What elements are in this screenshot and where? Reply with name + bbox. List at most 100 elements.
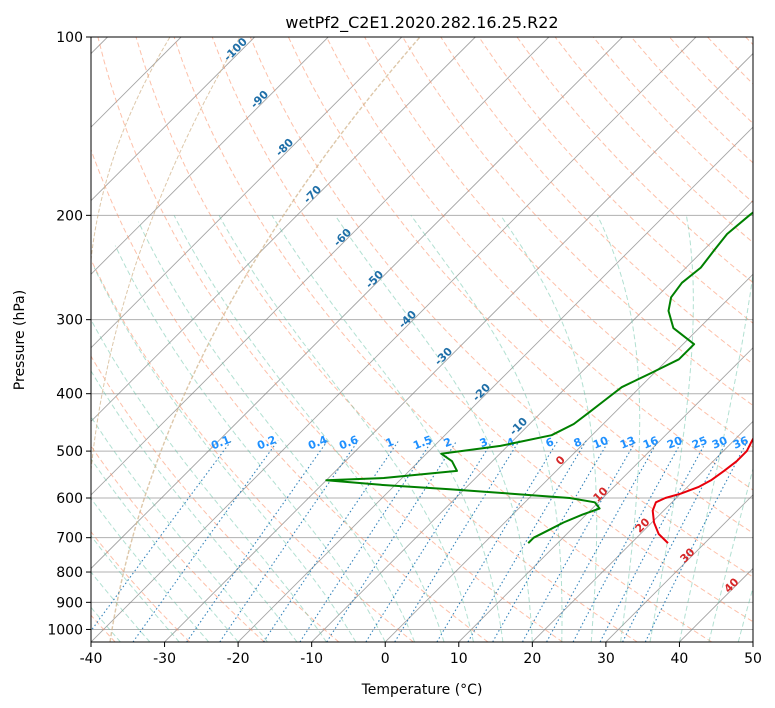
mixing-ratio-label: 10 [591, 434, 610, 452]
x-tick-label: 10 [450, 651, 468, 667]
mixing-ratio-lines [91, 440, 749, 642]
dry-adiabat-line [91, 531, 191, 642]
moist-adiabat-line [137, 221, 416, 642]
isotherm-line [164, 52, 753, 642]
dry-adiabat-line [364, 37, 753, 449]
dry-adiabat-line [135, 37, 638, 642]
isentrope-label: -100 [221, 35, 250, 64]
y-tick-label: 500 [56, 444, 83, 460]
mixing-ratio-line [365, 440, 494, 642]
mixing-ratio-label: 8 [572, 435, 584, 450]
isentrope-label: -70 [301, 183, 324, 206]
mixing-ratio-line [436, 440, 559, 642]
mixing-ratio-label: 20 [665, 434, 684, 452]
dry-adiabat-line [91, 258, 414, 642]
y-tick-label: 700 [56, 531, 83, 547]
mixing-ratio-label: 16 [641, 434, 660, 452]
mixing-ratio-label: 13 [618, 434, 637, 452]
dry-adiabat-line [440, 37, 753, 365]
dry-adiabat-line [91, 355, 340, 642]
y-axis-ticks: 100 200 300 400 500 600 700 800 900 1000 [47, 30, 91, 638]
isotherm-line [752, 641, 753, 642]
moist-adiabat-line [500, 215, 598, 642]
isotherm-line [91, 37, 550, 496]
isotherm-line [91, 37, 255, 202]
isentrope-label: -50 [363, 268, 386, 291]
dry-adiabat-line [745, 37, 753, 46]
y-tick-label: 900 [56, 595, 83, 611]
moist-adiabat-line [91, 415, 268, 642]
mixing-ratio-label: 3 [478, 435, 490, 450]
moist-adiabat-line [91, 535, 180, 642]
x-tick-label: -40 [80, 651, 103, 667]
x-tick-label: 40 [671, 651, 689, 667]
pressure-gridlines [91, 37, 753, 630]
isentrope-label: -10 [507, 415, 530, 438]
isentrope-label: -30 [432, 345, 455, 368]
sounding-profiles [325, 211, 753, 544]
mixing-ratio-label: 36 [731, 434, 750, 452]
tan-curve-line [91, 37, 171, 261]
moist-adiabat-line [91, 457, 239, 642]
x-tick-label: -30 [153, 651, 176, 667]
isotherm-line [458, 347, 753, 642]
isotherm-line [237, 126, 753, 642]
dry-adiabat-line [91, 148, 489, 642]
moist-adiabat-line [218, 215, 474, 642]
y-tick-label: 800 [56, 565, 83, 581]
dry-adiabat-line [516, 37, 753, 284]
moist-adiabat-line [678, 270, 753, 642]
dry-adiabat-line [402, 37, 753, 407]
moist-adiabat-line [596, 215, 641, 642]
mixing-ratio-line [91, 440, 232, 632]
moist-adiabat-line [91, 369, 298, 642]
dry-adiabat-line [554, 37, 753, 244]
moist-adiabat-label: 30 [678, 545, 698, 565]
mixing-ratio-label: 25 [690, 434, 709, 452]
mixing-ratio-label: 0.1 [209, 433, 232, 452]
dry-adiabats [91, 37, 753, 642]
isentrope-label: -40 [396, 308, 419, 331]
isotherm-line [91, 37, 476, 422]
tan-curve-line [91, 37, 241, 471]
mixing-ratio-line [546, 440, 659, 642]
isotherm-line [91, 37, 403, 349]
isotherm-line [91, 37, 329, 275]
moist-adiabat-label: 0 [553, 453, 568, 468]
moist-adiabats [91, 215, 753, 642]
moist-adiabat-line [173, 215, 445, 642]
isotherm-line [384, 273, 753, 642]
dry-adiabat-line [211, 37, 753, 623]
moist-adiabat-line [93, 267, 357, 642]
y-tick-label: 300 [56, 313, 83, 329]
y-axis-label: Pressure (hPa) [12, 290, 28, 390]
mixing-ratio-line [522, 440, 637, 642]
x-tick-label: 50 [744, 651, 762, 667]
dry-adiabat-line [249, 37, 753, 578]
x-axis-label: Temperature (°C) [361, 682, 483, 698]
x-tick-label: 30 [597, 651, 615, 667]
tan-curve-line [109, 37, 421, 642]
mixing-ratio-label: 0.2 [255, 433, 278, 452]
mixing-ratio-label: 0.4 [306, 433, 329, 452]
moist-adiabat-line [649, 215, 694, 642]
moist-adiabat-line [271, 215, 504, 642]
mixing-ratio-line [132, 440, 279, 642]
mixing-ratio-line [467, 440, 587, 642]
x-tick-label: 20 [523, 651, 541, 667]
dry-adiabat-line [326, 37, 753, 491]
tan-curves [91, 37, 421, 642]
isotherm-line [532, 420, 753, 642]
x-tick-label: -10 [300, 651, 323, 667]
moist-adiabat-line [91, 606, 121, 642]
isentrope-label: -20 [470, 381, 493, 404]
mixing-ratio-label: 1 [384, 435, 396, 450]
dry-adiabat-line [97, 37, 563, 642]
isotherm-line [91, 37, 623, 570]
y-tick-label: 100 [56, 30, 83, 46]
moist-adiabat-line [91, 318, 327, 642]
mixing-ratio-line [599, 440, 708, 642]
mixing-ratio-line [263, 440, 400, 642]
chart-title: wetPf2_C2E1.2020.282.16.25.R22 [285, 13, 558, 33]
